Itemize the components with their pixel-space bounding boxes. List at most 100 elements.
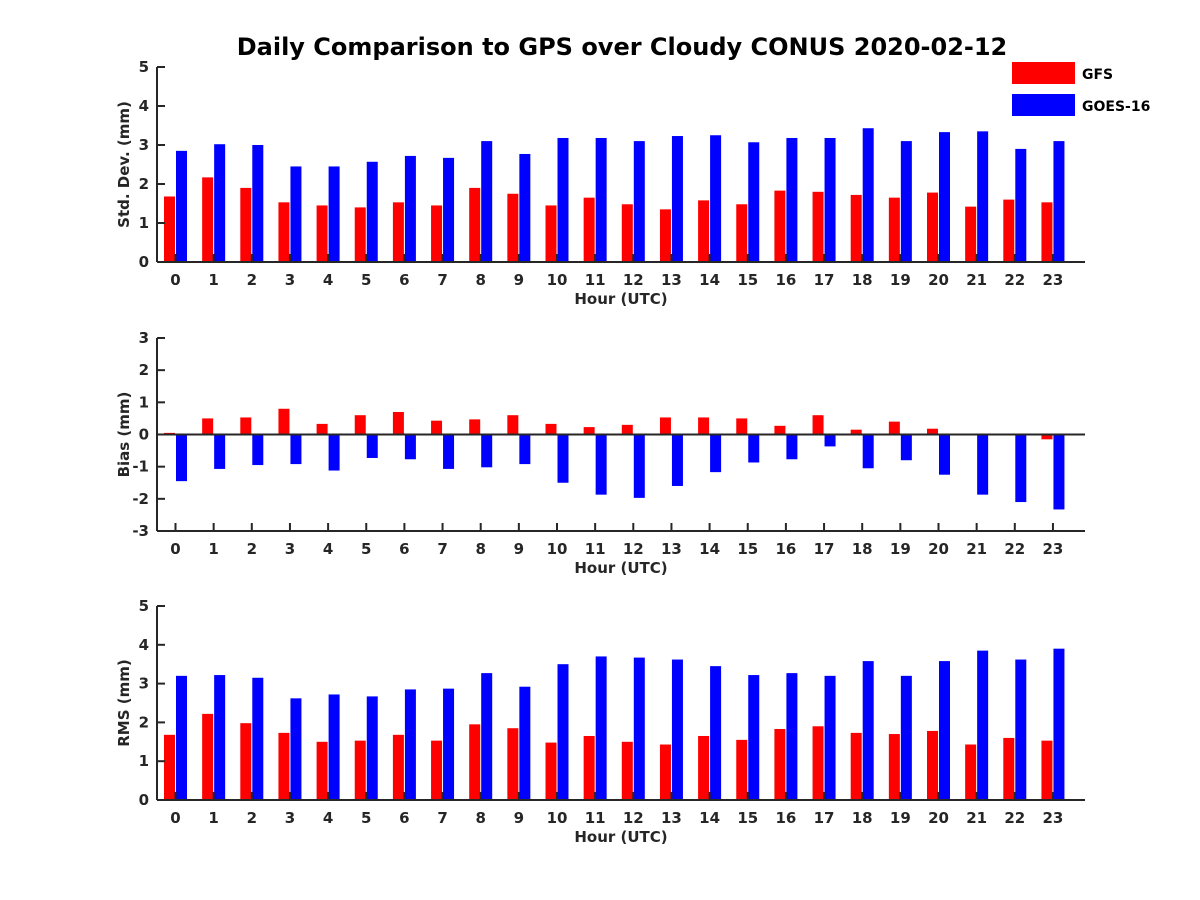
bar-goes-16-hour-10 bbox=[557, 137, 569, 262]
y-tick-label: 5 bbox=[139, 597, 149, 615]
bar-gfs-hour-2 bbox=[240, 723, 252, 800]
x-tick-label: 3 bbox=[285, 271, 295, 289]
bar-gfs-hour-12 bbox=[621, 741, 633, 800]
x-axis-label: Hour (UTC) bbox=[574, 559, 667, 577]
bar-gfs-hour-5 bbox=[354, 415, 366, 435]
bar-gfs-hour-9 bbox=[507, 728, 519, 800]
bar-goes-16-hour-1 bbox=[214, 434, 226, 469]
bar-goes-16-hour-10 bbox=[557, 664, 569, 800]
bar-gfs-hour-17 bbox=[812, 415, 824, 435]
x-tick-label: 14 bbox=[699, 809, 720, 827]
x-tick-label: 15 bbox=[737, 809, 758, 827]
y-tick-label: 3 bbox=[139, 329, 149, 347]
bar-goes-16-hour-15 bbox=[748, 434, 760, 463]
x-tick-label: 20 bbox=[928, 540, 949, 558]
x-tick-label: 17 bbox=[814, 271, 835, 289]
bar-gfs-hour-10 bbox=[545, 423, 557, 435]
x-tick-label: 7 bbox=[437, 271, 447, 289]
bar-goes-16-hour-6 bbox=[404, 155, 416, 262]
bar-goes-16-hour-19 bbox=[900, 434, 912, 461]
y-tick-label: 4 bbox=[139, 97, 149, 115]
bar-goes-16-hour-23 bbox=[1053, 434, 1065, 510]
bar-goes-16-hour-23 bbox=[1053, 141, 1065, 262]
x-tick-label: 1 bbox=[208, 540, 218, 558]
x-tick-label: 7 bbox=[437, 540, 447, 558]
x-tick-label: 5 bbox=[361, 540, 371, 558]
bar-gfs-hour-13 bbox=[659, 417, 671, 435]
bar-gfs-hour-8 bbox=[469, 187, 481, 262]
bar-gfs-hour-13 bbox=[659, 744, 671, 800]
x-tick-label: 23 bbox=[1043, 540, 1064, 558]
bar-goes-16-hour-2 bbox=[252, 677, 264, 800]
x-tick-label: 2 bbox=[247, 271, 257, 289]
x-tick-label: 21 bbox=[966, 809, 987, 827]
bar-goes-16-hour-7 bbox=[443, 688, 455, 800]
bar-goes-16-hour-12 bbox=[633, 657, 645, 800]
bar-goes-16-hour-12 bbox=[633, 141, 645, 262]
bar-goes-16-hour-6 bbox=[404, 434, 416, 460]
bar-gfs-hour-6 bbox=[392, 734, 404, 800]
bar-gfs-hour-21 bbox=[965, 206, 977, 262]
y-tick-label: 2 bbox=[139, 361, 149, 379]
x-tick-label: 13 bbox=[661, 271, 682, 289]
x-tick-label: 20 bbox=[928, 809, 949, 827]
bar-goes-16-hour-11 bbox=[595, 656, 607, 800]
y-tick-label: 1 bbox=[139, 752, 149, 770]
bar-goes-16-hour-17 bbox=[824, 137, 836, 262]
x-tick-label: 2 bbox=[247, 809, 257, 827]
bar-gfs-hour-11 bbox=[583, 197, 595, 262]
bar-gfs-hour-20 bbox=[927, 192, 938, 262]
x-tick-label: 0 bbox=[170, 271, 180, 289]
legend-swatch-gfs bbox=[1012, 62, 1075, 84]
bar-goes-16-hour-4 bbox=[328, 694, 340, 800]
bar-gfs-hour-10 bbox=[545, 742, 557, 800]
x-tick-label: 22 bbox=[1004, 271, 1025, 289]
bar-gfs-hour-17 bbox=[812, 726, 824, 800]
y-tick-label: -2 bbox=[132, 490, 149, 508]
x-tick-label: 22 bbox=[1004, 809, 1025, 827]
y-axis-label: Std. Dev. (mm) bbox=[115, 101, 133, 228]
bar-goes-16-hour-22 bbox=[1015, 659, 1027, 800]
bar-gfs-hour-20 bbox=[927, 730, 938, 800]
bar-goes-16-hour-19 bbox=[900, 675, 912, 800]
x-tick-label: 16 bbox=[775, 809, 796, 827]
bar-goes-16-hour-14 bbox=[710, 666, 722, 800]
bar-gfs-hour-5 bbox=[354, 740, 366, 800]
bar-goes-16-hour-6 bbox=[404, 689, 416, 800]
bar-goes-16-hour-20 bbox=[939, 434, 950, 475]
bar-goes-16-hour-9 bbox=[519, 434, 531, 465]
bar-gfs-hour-17 bbox=[812, 191, 824, 262]
bar-goes-16-hour-4 bbox=[328, 434, 340, 471]
x-tick-label: 17 bbox=[814, 540, 835, 558]
x-tick-label: 19 bbox=[890, 271, 911, 289]
legend-label-goes-16: GOES-16 bbox=[1082, 99, 1150, 115]
bar-gfs-hour-7 bbox=[431, 420, 443, 435]
bar-gfs-hour-8 bbox=[469, 419, 481, 435]
bar-goes-16-hour-1 bbox=[214, 144, 226, 262]
x-tick-label: 10 bbox=[547, 540, 568, 558]
x-tick-label: 9 bbox=[514, 540, 524, 558]
bar-gfs-hour-23 bbox=[1041, 202, 1053, 262]
bar-gfs-hour-1 bbox=[202, 418, 214, 435]
x-tick-label: 5 bbox=[361, 271, 371, 289]
y-tick-label: 2 bbox=[139, 713, 149, 731]
y-tick-label: -3 bbox=[132, 522, 149, 540]
x-tick-label: 2 bbox=[247, 540, 257, 558]
x-tick-label: 10 bbox=[547, 271, 568, 289]
bar-goes-16-hour-18 bbox=[862, 661, 874, 800]
bar-gfs-hour-3 bbox=[278, 408, 290, 435]
bar-goes-16-hour-1 bbox=[214, 675, 226, 800]
bar-gfs-hour-23 bbox=[1041, 740, 1053, 800]
x-tick-label: 8 bbox=[475, 271, 485, 289]
x-axis-label: Hour (UTC) bbox=[574, 290, 667, 308]
x-tick-label: 19 bbox=[890, 540, 911, 558]
x-tick-label: 23 bbox=[1043, 809, 1064, 827]
x-tick-label: 12 bbox=[623, 271, 644, 289]
bar-goes-16-hour-9 bbox=[519, 686, 531, 800]
bar-goes-16-hour-8 bbox=[481, 434, 493, 468]
bar-gfs-hour-1 bbox=[202, 177, 214, 262]
x-tick-label: 11 bbox=[585, 809, 606, 827]
bar-goes-16-hour-4 bbox=[328, 166, 340, 262]
